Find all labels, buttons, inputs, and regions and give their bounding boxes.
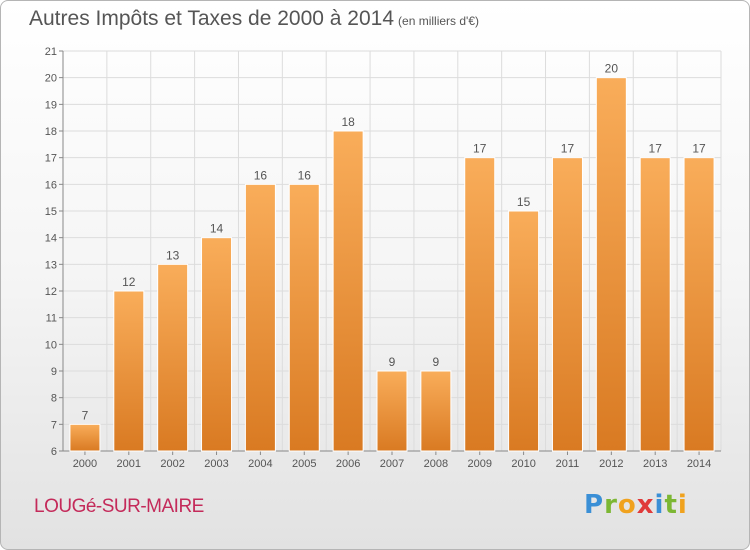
logo-letter: o [617,490,637,520]
y-tick-label: 16 [45,179,57,191]
chart-title-text: Autres Impôts et Taxes de 2000 à 2014 [29,7,395,30]
bar [551,157,583,452]
logo-letter: t [664,490,678,520]
commune-name: LOUGé-SUR-MAIRE [34,496,204,517]
chart-title: Autres Impôts et Taxes de 2000 à 2014 (en… [29,7,479,31]
x-tick-label: 2006 [336,458,360,470]
bar [508,210,540,452]
logo-letter: i [654,490,665,520]
y-tick-label: 10 [45,339,57,351]
logo-letter: x [636,490,655,520]
bar [288,183,320,452]
proxiti-logo: Proxiti [584,490,688,520]
x-tick-label: 2010 [511,458,535,470]
bar [332,130,364,452]
bar-value-label: 9 [389,355,396,369]
bar [113,290,145,452]
bar-value-label: 14 [210,222,224,236]
logo-letter: i [677,490,688,520]
chart-unit-label: (en milliers d'€) [398,14,480,28]
x-tick-label: 2007 [380,458,404,470]
y-tick-label: 7 [51,419,57,431]
y-tick-label: 21 [45,46,57,58]
x-tick-label: 2008 [424,458,448,470]
logo-letter: r [604,490,618,520]
y-tick-label: 9 [51,366,57,378]
bar-value-label: 17 [561,142,575,156]
y-tick-label: 12 [45,286,57,298]
x-tick-label: 2013 [643,458,667,470]
y-tick-label: 13 [45,259,57,271]
bar-value-label: 9 [433,355,440,369]
x-tick-label: 2012 [599,458,623,470]
y-tick-label: 11 [46,313,57,325]
bar-value-label: 7 [82,408,89,422]
bar [244,183,276,452]
x-tick-label: 2003 [204,458,228,470]
bar [683,157,715,452]
y-tick-label: 6 [51,446,57,458]
y-tick-label: 20 [45,73,57,85]
bar [420,370,452,452]
y-tick-label: 18 [45,126,57,138]
y-tick-label: 17 [45,153,57,165]
bar [464,157,496,452]
bar [157,263,189,452]
x-tick-label: 2000 [73,458,97,470]
bar-value-label: 18 [341,115,355,129]
x-tick-label: 2004 [248,458,272,470]
y-tick-label: 15 [45,206,57,218]
bar-value-label: 15 [517,195,531,209]
bar-value-label: 17 [473,142,487,156]
x-tick-label: 2014 [687,458,711,470]
x-tick-label: 2009 [467,458,491,470]
bar-value-label: 16 [298,168,312,182]
bar-value-label: 12 [122,275,136,289]
x-tick-label: 2002 [160,458,184,470]
logo-letter: P [584,490,605,520]
bar [639,157,671,452]
bar [69,423,101,452]
bar-value-label: 17 [649,142,663,156]
bar-value-label: 17 [692,142,706,156]
bar-value-label: 16 [254,168,268,182]
x-tick-label: 2005 [292,458,316,470]
y-tick-label: 8 [51,393,57,405]
y-tick-label: 14 [45,233,57,245]
bar [201,237,233,452]
x-tick-label: 2001 [117,458,141,470]
bar [595,77,627,452]
y-tick-label: 19 [45,99,57,111]
bar-value-label: 20 [605,62,619,76]
bar [376,370,408,452]
bar-value-label: 13 [166,248,180,262]
x-tick-label: 2011 [556,458,580,470]
